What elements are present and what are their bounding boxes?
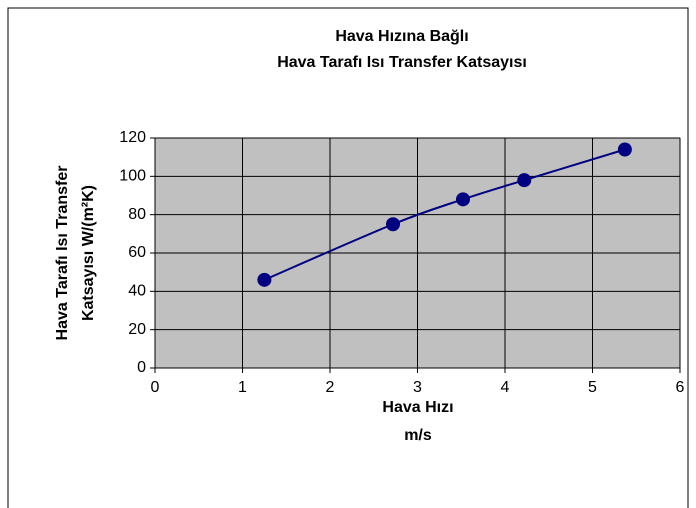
y-axis-title: Katsayısı W/(m²K) xyxy=(80,185,97,321)
x-tick-label: 3 xyxy=(413,379,422,396)
x-axis-title: Hava Hızı xyxy=(382,399,453,416)
x-tick-label: 6 xyxy=(676,379,685,396)
y-tick-label: 20 xyxy=(128,321,146,338)
data-point xyxy=(386,217,400,232)
y-tick-label: 120 xyxy=(119,129,146,146)
data-point xyxy=(257,272,272,287)
chart-title: Hava Tarafı Isı Transfer Katsayısı xyxy=(277,54,527,71)
y-tick-label: 80 xyxy=(128,206,146,223)
y-tick-label: 100 xyxy=(119,168,146,185)
x-tick-label: 4 xyxy=(501,379,510,396)
y-tick-label: 40 xyxy=(128,283,146,300)
data-point xyxy=(456,192,470,207)
x-tick-label: 1 xyxy=(238,379,247,396)
chart-title: Hava Hızına Bağlı xyxy=(335,28,468,45)
x-tick-label: 0 xyxy=(151,379,160,396)
y-axis-title: Hava Tarafı Isı Transfer xyxy=(54,166,71,341)
data-point xyxy=(617,142,632,157)
data-point xyxy=(517,173,532,188)
y-tick-label: 60 xyxy=(128,244,146,261)
x-tick-label: 5 xyxy=(588,379,597,396)
x-axis-title: m/s xyxy=(404,427,432,444)
x-tick-label: 2 xyxy=(326,379,335,396)
y-tick-label: 0 xyxy=(137,359,146,376)
